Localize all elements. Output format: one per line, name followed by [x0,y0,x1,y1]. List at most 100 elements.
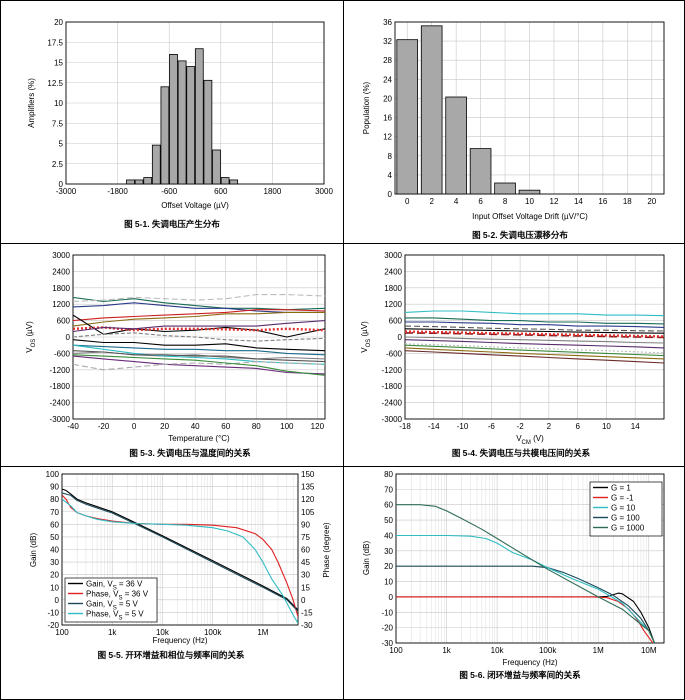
y-tick-label: 50 [50,533,59,542]
y-tick-label: 17.5 [47,38,63,47]
y-axis-label: VOS (µV) [25,321,37,353]
series-line [396,565,655,643]
figure-caption: 图 5-6. 闭环增益与频率间的关系 [459,670,581,680]
x-tick-label: 2 [547,422,552,431]
series-group [405,310,664,364]
y-axis-label: VOS (µV) [360,321,372,353]
chart-closed-loop-gain: -30 -20 -10 0 10 20 30 40 50 60 70 80 100 1k 10k 100k 1M… [362,470,665,680]
series-line [405,330,664,338]
x-axis-label: Temperature (°C) [168,434,230,443]
y-tick-label: -10 [381,608,393,617]
y-tick-label: 1800 [52,284,70,293]
y-tick-label: 0 [388,190,393,199]
y-tick-label: 2400 [52,267,70,276]
series-line [405,339,664,349]
y-tick-label: 2.5 [52,160,64,169]
y2-tick-label: 120 [301,495,315,504]
series-line [405,332,664,339]
x-tick-label: 6 [575,422,580,431]
y-tick-label: -1800 [50,382,71,391]
y-tick-label: 15 [54,59,63,68]
series-line [396,596,654,643]
x-tick-label: 14 [574,197,583,206]
y2-tick-label: 60 [301,546,310,555]
y-tick-label: 100 [46,470,60,479]
series-line [62,492,298,612]
legend-entry: Phase, VS = 36 V [86,590,149,602]
y2-tick-label: 30 [301,571,310,580]
y-tick-label: 24 [383,75,392,84]
series-line [405,350,664,364]
series-line [396,504,655,643]
x-tick-label: -20 [98,422,110,431]
x-tick-label: 40 [191,422,200,431]
y-tick-label: 10 [54,99,63,108]
x-tick-label: 4 [454,197,459,206]
histogram-bar [469,148,492,195]
x-tick-label: 100 [389,646,403,655]
x-tick-label: 10M [641,646,657,655]
y-tick-label: 0 [59,180,64,189]
y-tick-label: 10 [50,583,59,592]
y-tick-label: 60 [384,501,393,510]
y-tick-label: -2400 [382,399,403,408]
y-tick-label: 600 [389,317,403,326]
y-tick-label: -1800 [382,382,403,391]
y-tick-label: -3000 [382,415,403,424]
gridlines [72,254,325,420]
series-line [405,343,664,354]
y-tick-label: 80 [384,470,393,479]
y-tick-label: 90 [50,483,59,492]
x-tick-label: 20 [160,422,169,431]
x-tick-label: 100k [204,628,222,637]
y-tick-label: 20 [50,571,59,580]
series-line [62,498,298,624]
y-tick-label: 0 [55,596,60,605]
y2-tick-label: 150 [301,470,315,479]
series-group [62,488,298,624]
y-tick-label: -10 [47,608,59,617]
series-group [73,294,325,376]
x-tick-label: 100k [539,646,557,655]
x-tick-label: -14 [428,422,440,431]
series-line [396,534,655,643]
figure-caption: 图 5-1. 失调电压产生分布 [124,219,220,229]
x-tick-label: -2 [517,422,525,431]
series-line [73,350,325,363]
legend-entry: G = -1 [611,494,634,503]
y-tick-label: 12.5 [47,79,63,88]
y-tick-label: -600 [54,349,71,358]
series-line [73,309,325,322]
x-tick-label: 1M [257,628,268,637]
legend-box [64,577,158,623]
x-tick-label: 0 [132,422,137,431]
series-line [405,344,664,357]
histogram-bar [203,79,213,185]
y-tick-label: -20 [47,621,59,630]
chart-offset-voltage-distribution: 0 2.5 5 7.5 10 12.5 15 17.5 20 -3000 -1800 -600 600 1… [27,18,333,229]
x-tick-label: 1M [593,646,604,655]
histogram-bar [518,189,541,195]
chart-open-loop-gain-phase: -20 -10 0 10 20 30 40 50 60 70 80 90 100 100 1k 10k 100k… [29,470,331,660]
series-line [405,328,664,334]
y2-tick-label: 15 [301,583,310,592]
y2-tick-label: 90 [301,520,310,529]
y-tick-label: 28 [383,56,392,65]
series-line [62,488,298,611]
chart-offset-vs-temperature: -3000-2400-1800-1200-6000600120018002400… [25,251,326,458]
x-tick-label: 8 [503,197,508,206]
x-tick-label: 10k [491,646,505,655]
series-line [73,302,325,313]
x-axis-label: Frequency (Hz) [152,636,207,645]
figure-caption: 图 5-5. 开环增益和相位与频率间的关系 [98,650,245,660]
y-tick-label: 3000 [52,251,70,260]
series-line [73,344,325,365]
y-tick-label: 2400 [384,267,402,276]
x-tick-label: 80 [252,422,261,431]
series-group [396,504,656,643]
y-tick-label: -30 [381,639,393,648]
y-tick-label: 70 [384,485,393,494]
y-axis-label: Amplifiers (%) [27,78,36,128]
y-tick-label: -3000 [50,415,71,424]
